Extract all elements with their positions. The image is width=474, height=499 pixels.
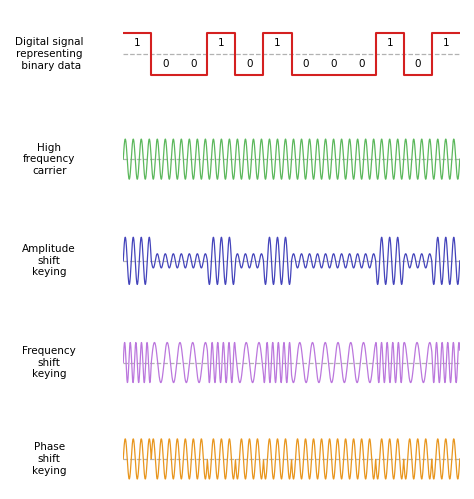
Y-axis label: Frequency
shift
keying: Frequency shift keying [22,346,76,379]
Text: 1: 1 [274,38,281,48]
Y-axis label: Phase
shift
keying: Phase shift keying [32,442,66,476]
Text: 0: 0 [414,59,421,69]
Text: 1: 1 [134,38,141,48]
Text: 0: 0 [246,59,253,69]
Text: 1: 1 [442,38,449,48]
Text: 0: 0 [302,59,309,69]
Y-axis label: Digital signal
representing
 binary data: Digital signal representing binary data [15,37,83,70]
Text: 0: 0 [190,59,197,69]
Text: 1: 1 [386,38,393,48]
Text: 1: 1 [218,38,225,48]
Y-axis label: Amplitude
shift
keying: Amplitude shift keying [22,244,76,277]
Text: 0: 0 [358,59,365,69]
Y-axis label: High
frequency
carrier: High frequency carrier [23,143,75,176]
Text: 0: 0 [162,59,169,69]
Text: 0: 0 [330,59,337,69]
